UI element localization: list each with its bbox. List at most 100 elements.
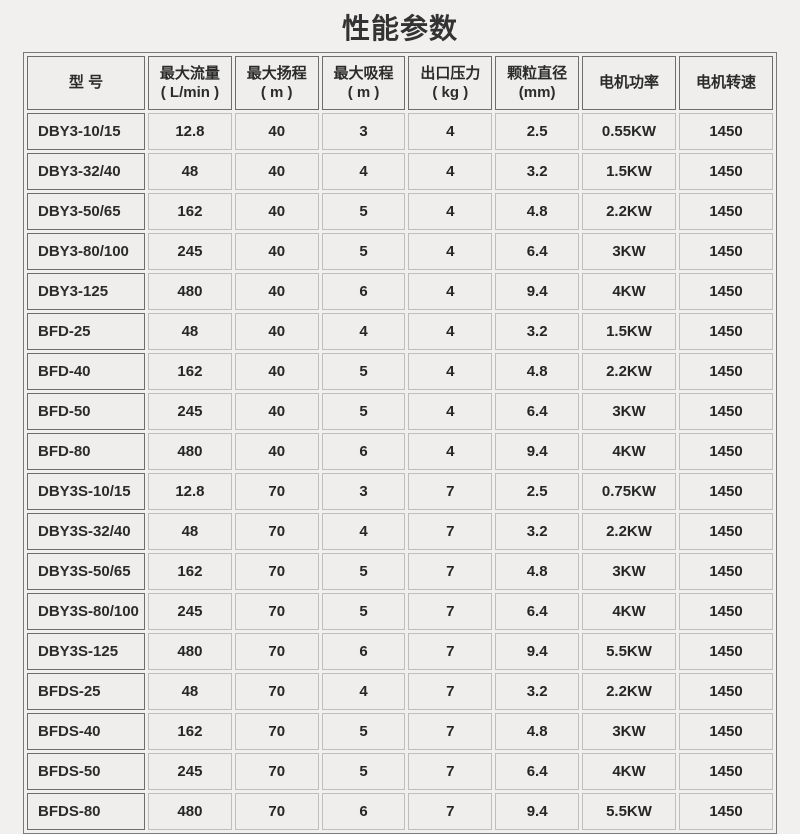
table-row: DBY3-80/100 245 40 5 4 6.4 3KW 1450: [27, 233, 773, 270]
data-cell-particle-diameter: 6.4: [495, 393, 580, 430]
data-cell-max-flow: 12.8: [148, 113, 232, 150]
data-cell-max-flow: 48: [148, 153, 232, 190]
data-cell-max-suction: 5: [321, 353, 406, 390]
data-cell-max-suction: 4: [321, 673, 406, 710]
data-cell-motor-speed: 1450: [679, 673, 773, 710]
data-cell-motor-speed: 1450: [679, 313, 773, 350]
data-cell-max-suction: 3: [321, 473, 406, 510]
column-label: 最大吸程: [333, 64, 394, 82]
data-cell-particle-diameter: 9.4: [495, 273, 580, 310]
model-cell: BFDS-25: [27, 673, 146, 710]
data-cell-max-flow: 245: [148, 593, 232, 630]
data-cell-max-head: 40: [234, 233, 319, 270]
data-cell-motor-speed: 1450: [679, 193, 773, 230]
table-row: DBY3S-10/15 12.8 70 3 7 2.5 0.75KW 1450: [27, 473, 773, 510]
column-label: 最大扬程: [246, 64, 307, 82]
data-cell-outlet-pressure: 7: [408, 793, 493, 830]
model-cell: DBY3S-10/15: [27, 473, 146, 510]
column-label: 型 号: [68, 74, 104, 92]
data-cell-max-flow: 48: [148, 313, 232, 350]
column-header-max-suction: 最大吸程 ( m ): [321, 56, 406, 110]
model-cell: BFD-50: [27, 393, 146, 430]
data-cell-particle-diameter: 3.2: [495, 153, 580, 190]
data-cell-particle-diameter: 6.4: [495, 593, 580, 630]
data-cell-outlet-pressure: 4: [408, 433, 493, 470]
data-cell-outlet-pressure: 4: [408, 233, 493, 270]
table-row: BFDS-50 245 70 5 7 6.4 4KW 1450: [27, 753, 773, 790]
data-cell-motor-power: 2.2KW: [582, 513, 676, 550]
data-cell-max-suction: 5: [321, 713, 406, 750]
table-row: DBY3S-50/65 162 70 5 7 4.8 3KW 1450: [27, 553, 773, 590]
table-row: BFD-40 162 40 5 4 4.8 2.2KW 1450: [27, 353, 773, 390]
model-cell: DBY3-80/100: [27, 233, 146, 270]
table-row: BFDS-25 48 70 4 7 3.2 2.2KW 1450: [27, 673, 773, 710]
data-cell-max-head: 40: [234, 313, 319, 350]
model-cell: BFDS-40: [27, 713, 146, 750]
data-cell-particle-diameter: 3.2: [495, 313, 580, 350]
table-row: BFD-50 245 40 5 4 6.4 3KW 1450: [27, 393, 773, 430]
data-cell-max-flow: 162: [148, 353, 232, 390]
data-cell-outlet-pressure: 7: [408, 633, 493, 670]
model-cell: BFD-25: [27, 313, 146, 350]
data-cell-outlet-pressure: 4: [408, 353, 493, 390]
data-cell-max-head: 70: [234, 473, 319, 510]
data-cell-max-head: 70: [234, 553, 319, 590]
data-cell-max-flow: 245: [148, 393, 232, 430]
column-header-model: 型 号: [27, 56, 146, 110]
table-row: DBY3S-80/100 245 70 5 7 6.4 4KW 1450: [27, 593, 773, 630]
data-cell-outlet-pressure: 4: [408, 273, 493, 310]
data-cell-particle-diameter: 2.5: [495, 113, 580, 150]
data-cell-motor-power: 2.2KW: [582, 673, 676, 710]
data-cell-particle-diameter: 2.5: [495, 473, 580, 510]
model-cell: DBY3-125: [27, 273, 146, 310]
header-row: 型 号 最大流量 ( L/min ) 最大扬程 ( m ) 最大吸程 ( m ) 出口压力 ( …: [27, 56, 773, 110]
data-cell-particle-diameter: 6.4: [495, 233, 580, 270]
column-label: 出口压力: [420, 64, 481, 82]
model-cell: BFD-40: [27, 353, 146, 390]
data-cell-max-head: 70: [234, 753, 319, 790]
data-cell-outlet-pressure: 7: [408, 553, 493, 590]
column-unit: ( L/min ): [160, 84, 220, 101]
data-cell-max-suction: 6: [321, 433, 406, 470]
table-row: DBY3S-125 480 70 6 7 9.4 5.5KW 1450: [27, 633, 773, 670]
data-cell-max-flow: 480: [148, 433, 232, 470]
data-cell-motor-power: 0.55KW: [582, 113, 676, 150]
data-cell-max-suction: 3: [321, 113, 406, 150]
column-header-particle-diameter: 颗粒直径 (mm): [495, 56, 580, 110]
data-cell-max-head: 70: [234, 633, 319, 670]
table-row: BFD-80 480 40 6 4 9.4 4KW 1450: [27, 433, 773, 470]
column-header-outlet-pressure: 出口压力 ( kg ): [408, 56, 493, 110]
data-cell-max-head: 40: [234, 193, 319, 230]
data-cell-motor-speed: 1450: [679, 753, 773, 790]
data-cell-motor-speed: 1450: [679, 353, 773, 390]
column-unit: (mm): [518, 84, 556, 101]
data-cell-motor-speed: 1450: [679, 553, 773, 590]
data-cell-motor-speed: 1450: [679, 273, 773, 310]
data-cell-max-flow: 480: [148, 793, 232, 830]
data-cell-particle-diameter: 6.4: [495, 753, 580, 790]
data-cell-max-head: 40: [234, 393, 319, 430]
data-cell-motor-power: 1.5KW: [582, 153, 676, 190]
table-row: DBY3-32/40 48 40 4 4 3.2 1.5KW 1450: [27, 153, 773, 190]
data-cell-max-flow: 480: [148, 273, 232, 310]
model-cell: DBY3S-125: [27, 633, 146, 670]
table-row: BFDS-40 162 70 5 7 4.8 3KW 1450: [27, 713, 773, 750]
data-cell-particle-diameter: 4.8: [495, 353, 580, 390]
data-cell-outlet-pressure: 4: [408, 393, 493, 430]
data-cell-max-head: 70: [234, 793, 319, 830]
model-cell: DBY3-32/40: [27, 153, 146, 190]
data-cell-motor-speed: 1450: [679, 233, 773, 270]
data-cell-max-head: 40: [234, 433, 319, 470]
table-row: BFDS-80 480 70 6 7 9.4 5.5KW 1450: [27, 793, 773, 830]
data-cell-max-suction: 5: [321, 753, 406, 790]
data-cell-motor-power: 2.2KW: [582, 353, 676, 390]
data-cell-max-suction: 5: [321, 233, 406, 270]
column-label: 电机功率: [599, 74, 660, 92]
data-cell-outlet-pressure: 7: [408, 593, 493, 630]
data-cell-max-head: 70: [234, 593, 319, 630]
column-label: 电机转速: [695, 74, 756, 92]
data-cell-max-head: 40: [234, 153, 319, 190]
data-cell-particle-diameter: 9.4: [495, 793, 580, 830]
data-cell-motor-speed: 1450: [679, 113, 773, 150]
data-cell-motor-power: 3KW: [582, 233, 676, 270]
